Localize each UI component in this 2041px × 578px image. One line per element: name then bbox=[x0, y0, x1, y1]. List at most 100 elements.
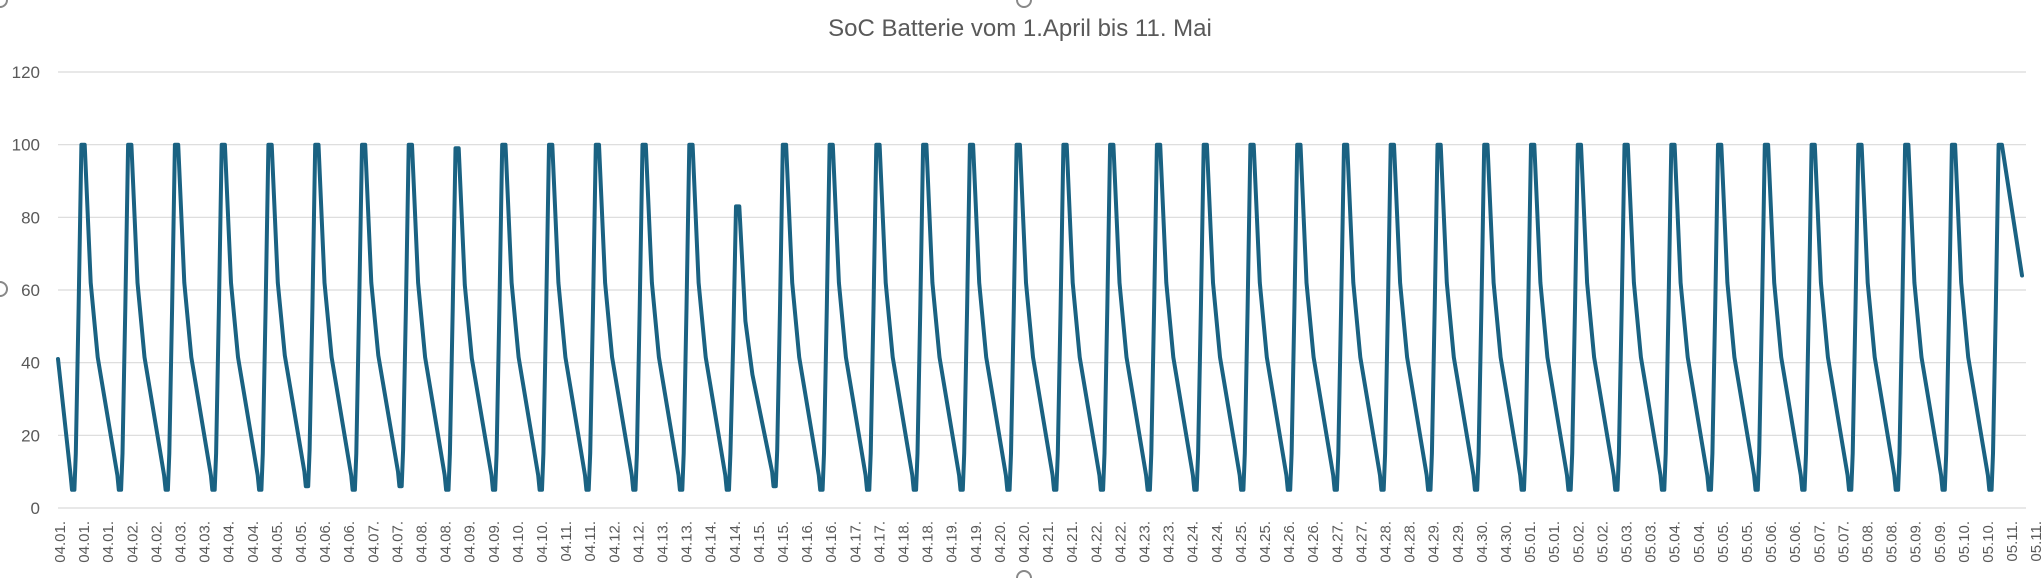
x-tick-label: 04.07. bbox=[389, 521, 406, 563]
x-tick-label: 04.25. bbox=[1233, 521, 1250, 563]
x-tick-label: 04.11. bbox=[558, 521, 575, 562]
x-tick-label: 05.02. bbox=[1594, 521, 1611, 563]
x-tick-label: 04.28. bbox=[1378, 521, 1395, 563]
y-tick-label: 20 bbox=[21, 426, 40, 445]
x-tick-label: 04.12. bbox=[606, 521, 623, 563]
x-tick-label: 04.27. bbox=[1329, 521, 1346, 563]
resize-handle-top-center[interactable] bbox=[1016, 0, 1032, 8]
x-tick-label: 04.04. bbox=[221, 521, 238, 563]
x-tick-label: 05.04. bbox=[1667, 521, 1684, 563]
x-tick-label: 05.09. bbox=[1932, 521, 1949, 563]
y-axis-ticks: 0 20 40 60 80 100 120 bbox=[12, 63, 40, 518]
x-tick-label: 04.05. bbox=[269, 521, 286, 563]
x-tick-label: 04.18. bbox=[896, 521, 913, 563]
x-tick-label: 04.23. bbox=[1137, 521, 1154, 563]
y-tick-label: 80 bbox=[21, 208, 40, 227]
y-tick-label: 100 bbox=[12, 136, 40, 155]
y-tick-label: 0 bbox=[31, 499, 40, 518]
x-tick-label: 04.04. bbox=[245, 521, 262, 563]
x-tick-label: 04.14. bbox=[727, 521, 744, 563]
x-tick-label: 04.16. bbox=[799, 521, 816, 563]
x-tick-label: 04.22. bbox=[1112, 521, 1129, 563]
x-tick-label: 04.08. bbox=[414, 521, 431, 563]
x-tick-label: 04.05. bbox=[293, 521, 310, 563]
x-tick-label: 04.18. bbox=[920, 521, 937, 563]
gridlines bbox=[58, 71, 2026, 509]
x-tick-label: 05.01. bbox=[1546, 521, 1563, 563]
x-tick-label: 04.23. bbox=[1161, 521, 1178, 563]
x-tick-label: 04.01. bbox=[100, 521, 117, 563]
x-tick-label: 05.03. bbox=[1619, 521, 1636, 563]
x-tick-label: 04.28. bbox=[1402, 521, 1419, 563]
x-tick-label: 04.24. bbox=[1185, 521, 1202, 563]
x-tick-label: 04.06. bbox=[341, 521, 358, 563]
x-axis-ticks: 04.01. 04.01. 04.01. 04.02. 04.02. 04.03. 04.0… bbox=[52, 521, 2041, 563]
x-tick-label: 04.02. bbox=[148, 521, 165, 563]
chart-title: SoC Batterie vom 1.April bis 11. Mai bbox=[828, 15, 1212, 42]
x-tick-label: 04.06. bbox=[317, 521, 334, 563]
x-tick-label: 04.16. bbox=[823, 521, 840, 563]
x-tick-label: 05.09. bbox=[1908, 521, 1925, 563]
y-tick-label: 60 bbox=[21, 281, 40, 300]
x-tick-label: 04.27. bbox=[1353, 521, 1370, 563]
x-tick-label: 04.09. bbox=[486, 521, 503, 563]
x-tick-label: 05.07. bbox=[1835, 521, 1852, 563]
x-tick-label: 04.17. bbox=[847, 521, 864, 563]
x-tick-label: 04.15. bbox=[775, 521, 792, 563]
x-tick-label: 04.17. bbox=[871, 521, 888, 563]
x-tick-label: 04.10. bbox=[510, 521, 527, 563]
x-tick-label: 04.30. bbox=[1498, 521, 1515, 563]
x-tick-label: 04.24. bbox=[1209, 521, 1226, 563]
x-tick-label: 04.19. bbox=[968, 521, 985, 563]
x-tick-label: 04.12. bbox=[630, 521, 647, 563]
x-tick-label: 04.03. bbox=[173, 521, 190, 563]
y-tick-label: 120 bbox=[12, 63, 40, 82]
x-tick-label: 04.30. bbox=[1474, 521, 1491, 563]
x-tick-label: 04.19. bbox=[944, 521, 961, 563]
x-tick-label: 05.10. bbox=[1980, 521, 1997, 563]
x-tick-label: 04.22. bbox=[1088, 521, 1105, 563]
x-tick-label: 04.13. bbox=[655, 521, 672, 563]
x-tick-label: 05.11. bbox=[2028, 521, 2041, 562]
x-tick-label: 04.13. bbox=[679, 521, 696, 563]
x-tick-label: 05.10. bbox=[1956, 521, 1973, 563]
x-tick-label: 04.08. bbox=[438, 521, 455, 563]
x-tick-label: 04.09. bbox=[462, 521, 479, 563]
x-tick-label: 04.10. bbox=[534, 521, 551, 563]
x-tick-label: 05.08. bbox=[1860, 521, 1877, 563]
x-tick-label: 04.21. bbox=[1040, 521, 1057, 563]
x-tick-label: 05.03. bbox=[1643, 521, 1660, 563]
x-tick-label: 04.01. bbox=[52, 521, 69, 563]
x-tick-label: 04.20. bbox=[992, 521, 1009, 563]
x-tick-label: 04.03. bbox=[197, 521, 214, 563]
resize-handle-top-left[interactable] bbox=[0, 0, 8, 8]
x-tick-label: 05.01. bbox=[1522, 521, 1539, 563]
x-tick-label: 05.04. bbox=[1691, 521, 1708, 563]
x-tick-label: 05.02. bbox=[1570, 521, 1587, 563]
x-tick-label: 04.02. bbox=[124, 521, 141, 563]
x-tick-label: 04.26. bbox=[1305, 521, 1322, 563]
x-tick-label: 05.06. bbox=[1787, 521, 1804, 563]
x-tick-label: 04.14. bbox=[703, 521, 720, 563]
x-tick-label: 04.25. bbox=[1257, 521, 1274, 563]
x-tick-label: 04.21. bbox=[1064, 521, 1081, 563]
x-tick-label: 05.11. bbox=[2004, 521, 2021, 562]
x-tick-label: 04.29. bbox=[1450, 521, 1467, 563]
x-tick-label: 04.15. bbox=[751, 521, 768, 563]
x-tick-label: 05.05. bbox=[1715, 521, 1732, 563]
y-tick-label: 40 bbox=[21, 354, 40, 373]
series-line bbox=[56, 142, 2024, 492]
x-tick-label: 04.07. bbox=[365, 521, 382, 563]
x-tick-label: 04.29. bbox=[1426, 521, 1443, 563]
resize-handle-middle-left[interactable] bbox=[0, 281, 8, 297]
x-tick-label: 05.06. bbox=[1763, 521, 1780, 563]
x-tick-label: 04.26. bbox=[1281, 521, 1298, 563]
resize-handle-bottom-center[interactable] bbox=[1016, 570, 1032, 578]
x-tick-label: 05.08. bbox=[1884, 521, 1901, 563]
x-tick-label: 04.11. bbox=[582, 521, 599, 562]
x-tick-label: 04.01. bbox=[76, 521, 93, 563]
x-tick-label: 04.20. bbox=[1016, 521, 1033, 563]
x-tick-label: 05.05. bbox=[1739, 521, 1756, 563]
x-tick-label: 05.07. bbox=[1811, 521, 1828, 563]
